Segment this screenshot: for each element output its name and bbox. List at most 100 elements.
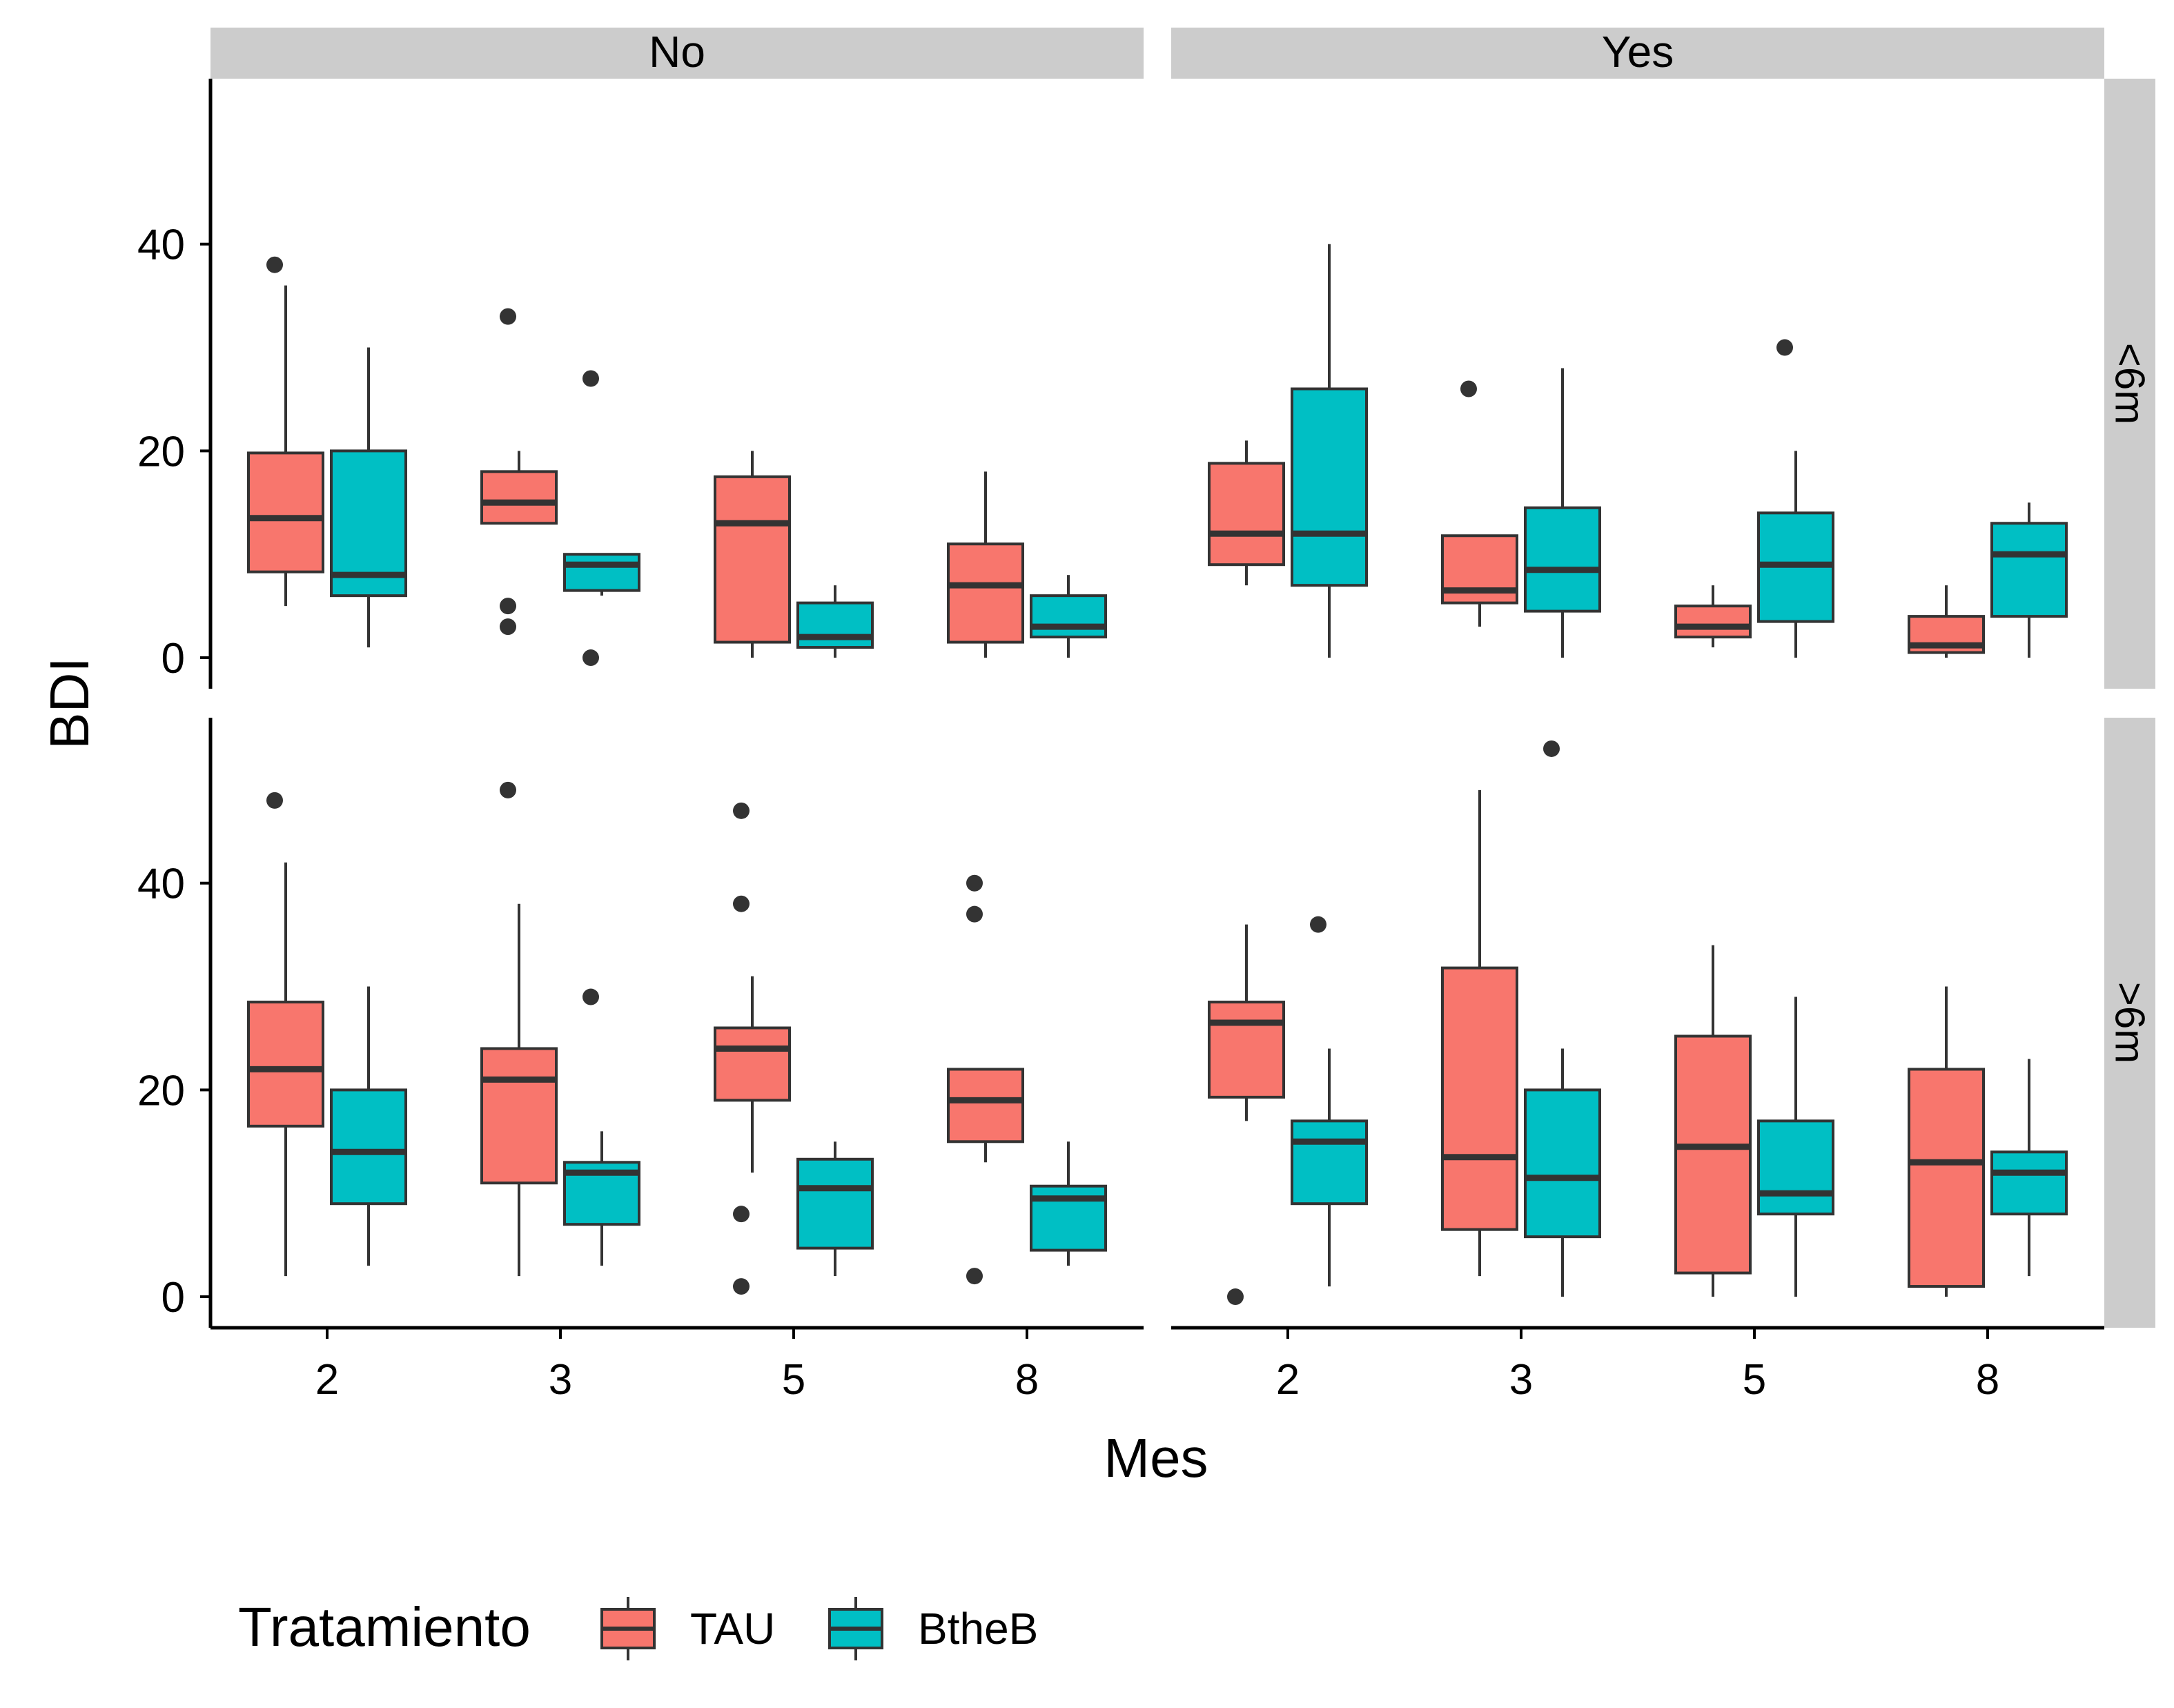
legend-label-btheb: BtheB xyxy=(918,1604,1038,1653)
box-no-lt6m-mes3-btheb xyxy=(563,370,640,667)
box-no-gt6m-mes8-tau-outlier-2 xyxy=(966,1268,983,1285)
box-yes-gt6m-mes8-tau-iqr xyxy=(1908,1068,1985,1288)
box-yes-gt6m-mes5-tau-iqr xyxy=(1674,1034,1752,1275)
facet-strip-col-no xyxy=(210,28,1144,79)
box-yes-gt6m-mes3-btheb xyxy=(1524,740,1601,1297)
box-no-gt6m-mes2-btheb-iqr xyxy=(330,1088,407,1206)
legend-title: Tratamiento xyxy=(238,1596,531,1658)
box-no-gt6m-mes5-btheb-iqr xyxy=(796,1157,874,1250)
box-no-lt6m-mes5-tau xyxy=(714,451,791,658)
box-no-lt6m-mes5-btheb-iqr xyxy=(796,601,874,649)
y-axis-gt6m: 0 20 40 xyxy=(137,718,213,1328)
facet-strip-row-lt6m xyxy=(2104,79,2155,689)
box-yes-lt6m-mes5-btheb xyxy=(1757,339,1834,658)
box-no-lt6m-mes3-btheb-iqr xyxy=(563,553,640,592)
box-no-lt6m-mes3-tau-iqr xyxy=(480,470,558,525)
y-tick-label-lt6m-40: 40 xyxy=(137,222,185,269)
y-tick-label-lt6m-20: 20 xyxy=(137,428,185,475)
legend-label-tau: TAU xyxy=(690,1604,775,1653)
box-yes-lt6m-mes3-btheb-iqr xyxy=(1524,506,1601,613)
y-tick-label-gt6m-40: 40 xyxy=(137,861,185,908)
box-yes-lt6m-mes5-tau-iqr xyxy=(1674,605,1752,639)
box-no-gt6m-mes5-tau xyxy=(714,802,791,1295)
facet-label-row-gt6m: >6m xyxy=(2107,982,2153,1063)
box-no-lt6m-mes2-tau-iqr xyxy=(247,451,324,573)
box-yes-gt6m-mes2-btheb xyxy=(1291,916,1368,1287)
box-yes-lt6m-mes2-tau-iqr xyxy=(1208,462,1285,567)
box-no-gt6m-mes2-tau-iqr xyxy=(247,1001,324,1128)
box-yes-gt6m-mes2-btheb-iqr xyxy=(1291,1119,1368,1206)
box-no-gt6m-mes2-btheb xyxy=(330,986,407,1266)
y-tick-label-gt6m-20: 20 xyxy=(137,1067,185,1115)
box-yes-gt6m-mes3-tau-iqr xyxy=(1441,966,1518,1231)
axes-layer: 0 20 40 0 20 40 2 3 5 8 2 3 5 8 xyxy=(137,79,2104,1404)
box-yes-gt6m-mes5-btheb-iqr xyxy=(1757,1119,1834,1216)
facet-label-col-no: No xyxy=(649,27,705,77)
box-no-lt6m-mes3-tau-outlier-1 xyxy=(500,598,516,615)
facet-label-row-lt6m: <6m xyxy=(2107,343,2153,424)
box-yes-lt6m-mes3-tau xyxy=(1441,380,1518,627)
y-tick-label-lt6m-0: 0 xyxy=(161,635,185,683)
x-tick-label-yes-2: 2 xyxy=(1276,1356,1300,1404)
panel-yes-lt6m xyxy=(1208,244,2068,658)
legend-key-btheb xyxy=(828,1597,883,1660)
legend-key-tau xyxy=(600,1597,656,1660)
box-no-lt6m-mes3-btheb-outlier-0 xyxy=(582,370,599,387)
box-yes-gt6m-mes8-btheb xyxy=(1990,1059,2068,1277)
box-no-gt6m-mes3-tau-outlier-0 xyxy=(500,781,516,798)
box-yes-lt6m-mes2-btheb xyxy=(1291,244,1368,658)
box-yes-gt6m-mes5-tau xyxy=(1674,945,1752,1297)
box-no-gt6m-mes5-tau-outlier-3 xyxy=(733,1278,750,1295)
legend: Tratamiento TAU BtheB xyxy=(238,1596,1038,1660)
box-no-gt6m-mes5-tau-outlier-1 xyxy=(733,895,750,912)
box-no-lt6m-mes3-tau xyxy=(480,308,558,636)
box-no-gt6m-mes8-tau-iqr xyxy=(947,1068,1024,1143)
box-no-gt6m-mes8-tau-outlier-1 xyxy=(966,905,983,923)
box-no-gt6m-mes2-tau xyxy=(247,792,324,1277)
box-no-lt6m-mes3-btheb-outlier-1 xyxy=(582,649,599,667)
panel-no-lt6m xyxy=(247,256,1107,667)
facet-strip-col-yes xyxy=(1171,28,2104,79)
box-no-lt6m-mes3-tau-outlier-0 xyxy=(500,308,516,325)
box-yes-gt6m-mes3-btheb-outlier-0 xyxy=(1543,740,1560,757)
box-no-lt6m-mes8-btheb xyxy=(1030,575,1107,658)
box-no-lt6m-mes5-btheb xyxy=(796,585,874,658)
box-no-gt6m-mes3-btheb xyxy=(563,988,640,1266)
box-yes-lt6m-mes5-tau xyxy=(1674,585,1752,648)
x-tick-label-no-2: 2 xyxy=(315,1356,339,1404)
box-yes-gt6m-mes8-btheb-iqr xyxy=(1990,1150,2068,1216)
legend-keys xyxy=(600,1597,883,1660)
box-yes-gt6m-mes8-tau xyxy=(1908,986,1985,1297)
x-tick-label-no-3: 3 xyxy=(549,1356,572,1404)
box-yes-lt6m-mes3-tau-outlier-0 xyxy=(1460,380,1477,397)
panel-yes-gt6m xyxy=(1208,740,2068,1306)
box-no-gt6m-mes5-btheb xyxy=(796,1141,874,1277)
box-no-gt6m-mes8-tau-outlier-0 xyxy=(966,874,983,892)
box-no-gt6m-mes3-tau-iqr xyxy=(480,1047,558,1185)
x-axis-yes: 2 3 5 8 xyxy=(1171,1326,2104,1404)
box-yes-lt6m-mes8-btheb-iqr xyxy=(1990,522,2068,618)
box-no-lt6m-mes3-tau-outlier-2 xyxy=(500,618,516,636)
box-yes-gt6m-mes2-tau-outlier-0 xyxy=(1227,1288,1244,1306)
x-axis-no: 2 3 5 8 xyxy=(210,1326,1144,1404)
box-no-gt6m-mes5-tau-outlier-2 xyxy=(733,1206,750,1223)
box-no-lt6m-mes8-tau xyxy=(947,471,1024,658)
box-no-gt6m-mes5-tau-iqr xyxy=(714,1026,791,1102)
box-yes-lt6m-mes2-btheb-iqr xyxy=(1291,387,1368,587)
box-yes-gt6m-mes2-tau-iqr xyxy=(1208,1001,1285,1099)
box-no-gt6m-mes3-tau xyxy=(480,781,558,1277)
box-yes-gt6m-mes5-btheb xyxy=(1757,997,1834,1297)
box-yes-lt6m-mes5-btheb-outlier-0 xyxy=(1776,339,1793,356)
x-tick-label-no-8: 8 xyxy=(1015,1356,1039,1404)
facet-strip-row-gt6m xyxy=(2104,718,2155,1328)
x-axis-title: Mes xyxy=(1104,1427,1208,1489)
x-tick-label-no-5: 5 xyxy=(782,1356,805,1404)
panel-no-gt6m xyxy=(247,781,1107,1295)
x-tick-label-yes-3: 3 xyxy=(1509,1356,1533,1404)
panels-layer xyxy=(247,244,2068,1306)
box-yes-gt6m-mes2-btheb-outlier-0 xyxy=(1310,916,1326,933)
box-yes-gt6m-mes3-btheb-iqr xyxy=(1524,1088,1601,1239)
box-no-lt6m-mes2-tau xyxy=(247,256,324,607)
